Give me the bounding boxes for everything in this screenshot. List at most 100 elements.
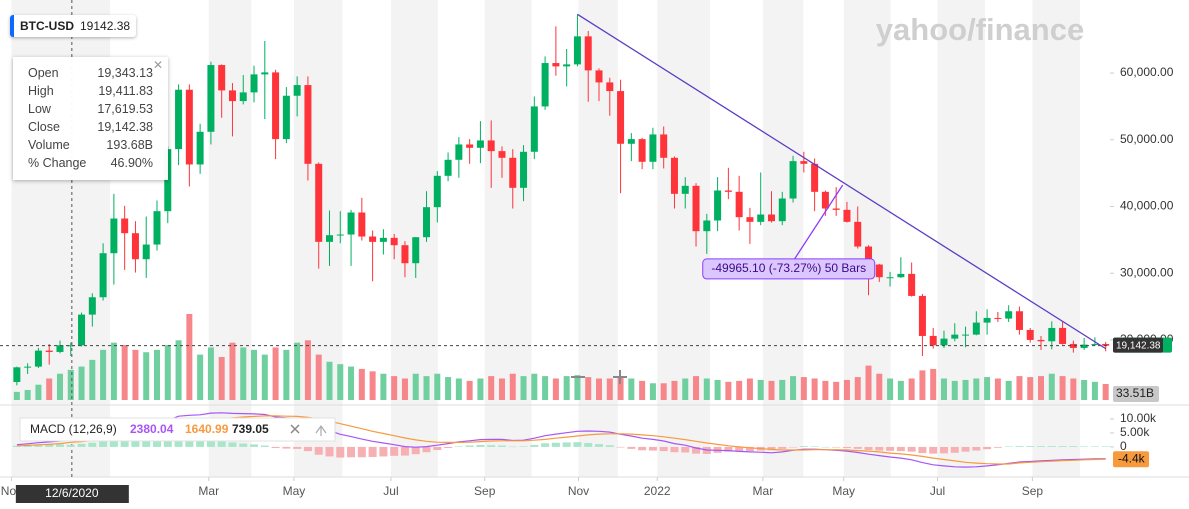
macd-histogram-bar (444, 446, 453, 449)
volume-bar (574, 375, 581, 400)
candle-body (908, 273, 916, 296)
volume-bar (660, 383, 667, 400)
candle-body (767, 214, 775, 222)
macd-histogram-bar (1101, 446, 1110, 447)
volume-bar (488, 376, 495, 400)
volume-bar (1016, 376, 1023, 400)
volume-bar (401, 378, 408, 400)
volume-bar (897, 380, 904, 400)
macd-histogram-bar (196, 439, 205, 447)
volume-bar (725, 381, 732, 400)
volume-bar (930, 368, 937, 400)
volume-bar (1059, 376, 1066, 400)
ohlc-row: % Change 46.90% (28, 156, 153, 170)
zoom-controls[interactable] (571, 370, 627, 384)
candle-body (649, 134, 657, 162)
volume-bar (35, 384, 42, 400)
candle-body (196, 131, 204, 165)
macd-histogram-bar (260, 445, 269, 447)
macd-histogram-bar (605, 445, 614, 447)
candle-body (1059, 327, 1067, 344)
candle-body (811, 163, 819, 192)
y-tick-label: 30,000.00 (1120, 265, 1174, 279)
collapse-icon[interactable] (315, 424, 327, 436)
candle-body (412, 237, 420, 264)
macd-histogram-bar (659, 446, 668, 452)
macd-histogram-bar (34, 444, 43, 447)
volume-bar (1091, 381, 1098, 400)
ohlc-label: Close (28, 120, 60, 134)
volume-bar (757, 379, 764, 400)
ohlc-value: 193.68B (106, 138, 153, 152)
candle-body (228, 90, 236, 102)
volume-bar (887, 378, 894, 400)
macd-histogram-bar (595, 444, 604, 447)
candle-body (293, 85, 301, 96)
x-tick-label: Sep (1022, 484, 1044, 498)
remove-icon[interactable] (290, 424, 300, 434)
volume-bar (563, 376, 570, 400)
volume-bar (434, 373, 441, 400)
macd-histogram-bar (99, 440, 108, 447)
ohlc-row: Volume 193.68B (28, 138, 153, 152)
candle-body (681, 185, 689, 194)
volume-bar (326, 361, 333, 400)
macd-histogram-bar (886, 446, 895, 451)
macd-histogram-bar (131, 439, 140, 447)
volume-bar (865, 365, 872, 400)
macd-histogram-bar (454, 446, 463, 447)
volume-bar (1005, 380, 1012, 400)
macd-histogram-bar (1058, 446, 1067, 447)
volume-bar (585, 377, 592, 400)
candle-body (379, 237, 387, 242)
volume-bar (110, 342, 117, 400)
volume-bar (143, 352, 150, 400)
macd-histogram-bar (778, 446, 787, 449)
macd-histogram-bar (357, 446, 366, 458)
candle-body (487, 140, 495, 152)
ohlc-panel: ✕ Open 19,343.13 High 19,411.83 Low 17,619.53… (13, 57, 168, 180)
candle-body (110, 218, 118, 254)
volume-bar (552, 378, 559, 400)
candle-body (606, 82, 614, 92)
macd-legend-value: 2380.04 (130, 422, 174, 436)
ohlc-label: High (28, 84, 54, 98)
volume-tag (1113, 386, 1159, 402)
symbol-pill[interactable]: BTC-USD 19142.38 (10, 15, 137, 37)
candle-body (821, 191, 829, 209)
volume-bar (671, 380, 678, 400)
candle-body (962, 334, 970, 336)
ohlc-value: 19,142.38 (97, 120, 153, 134)
volume-bar (294, 342, 301, 400)
macd-histogram-bar (77, 443, 86, 447)
volume-bar (358, 368, 365, 400)
macd-histogram-bar (896, 446, 905, 452)
volume-bar (304, 340, 311, 400)
macd-histogram-bar (217, 440, 226, 447)
macd-histogram-bar (400, 446, 409, 456)
candle-body (703, 220, 711, 232)
volume-bar (412, 373, 419, 400)
macd-histogram-bar (875, 446, 884, 451)
volume-bar (121, 345, 128, 400)
macd-histogram-bar (993, 446, 1002, 448)
candle-body (573, 36, 581, 65)
volume-bar (337, 364, 344, 400)
volume-bar (520, 376, 527, 400)
x-tick-label: May (283, 484, 306, 498)
macd-histogram-bar (864, 446, 873, 450)
candle-body (714, 190, 722, 221)
y-tick-label: 0 (1120, 439, 1127, 453)
macd-histogram-bar (23, 445, 32, 447)
volume-bar (876, 373, 883, 400)
candle-body (865, 246, 873, 265)
macd-histogram-bar (767, 446, 776, 451)
candle-body (757, 214, 765, 222)
close-icon[interactable]: ✕ (152, 58, 163, 72)
volume-bar (919, 370, 926, 400)
candle-body (1048, 327, 1056, 342)
candle-body (940, 338, 948, 346)
volume-bar (100, 349, 107, 400)
candle-body (401, 245, 409, 264)
macd-histogram-bar (616, 446, 625, 448)
